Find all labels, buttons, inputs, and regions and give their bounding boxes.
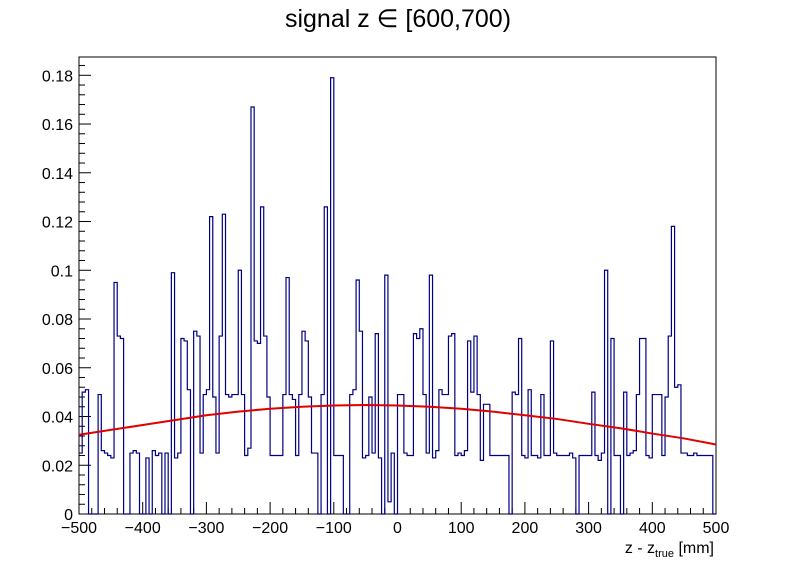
y-axis: 0 0.02 0.04 0.06 0.08 0.1 0.12 0.14 0.16 0.18 [42, 65, 91, 524]
x-axis-label-subscript: true [655, 548, 674, 560]
y-tick-label: 0 [64, 507, 73, 524]
x-tick-label: 500 [703, 520, 730, 537]
chart-title: signal z ∈ [600,700) [284, 5, 512, 33]
fit-curve [78, 404, 717, 446]
x-tick-label: 200 [512, 520, 539, 537]
x-tick-label: 400 [639, 520, 666, 537]
x-tick-label: 100 [448, 520, 475, 537]
x-axis-label: z - ztrue [mm] [625, 540, 714, 560]
y-tick-label: 0.04 [42, 410, 73, 427]
y-tick-label: 0.08 [42, 312, 73, 329]
histogram-line [79, 77, 716, 515]
y-tick-label: 0.12 [42, 215, 73, 232]
x-tick-label: 300 [575, 520, 602, 537]
x-axis: −500 −400 −300 −200 −100 0 100 200 300 400 500 [61, 502, 729, 537]
y-tick-label: 0.18 [42, 68, 73, 85]
x-axis-label-unit: [mm] [674, 540, 714, 557]
y-tick-label: 0.06 [42, 361, 73, 378]
y-tick-label: 0.1 [51, 263, 73, 280]
x-tick-label: −200 [252, 520, 288, 537]
x-tick-label: 0 [393, 520, 402, 537]
x-tick-label: −300 [188, 520, 224, 537]
y-tick-label: 0.14 [42, 166, 73, 183]
x-tick-label: −400 [125, 520, 161, 537]
x-tick-label: −500 [61, 520, 97, 537]
x-tick-label: −100 [316, 520, 352, 537]
x-axis-label-main: z - z [625, 540, 655, 557]
y-tick-label: 0.16 [42, 117, 73, 134]
y-tick-label: 0.02 [42, 458, 73, 475]
